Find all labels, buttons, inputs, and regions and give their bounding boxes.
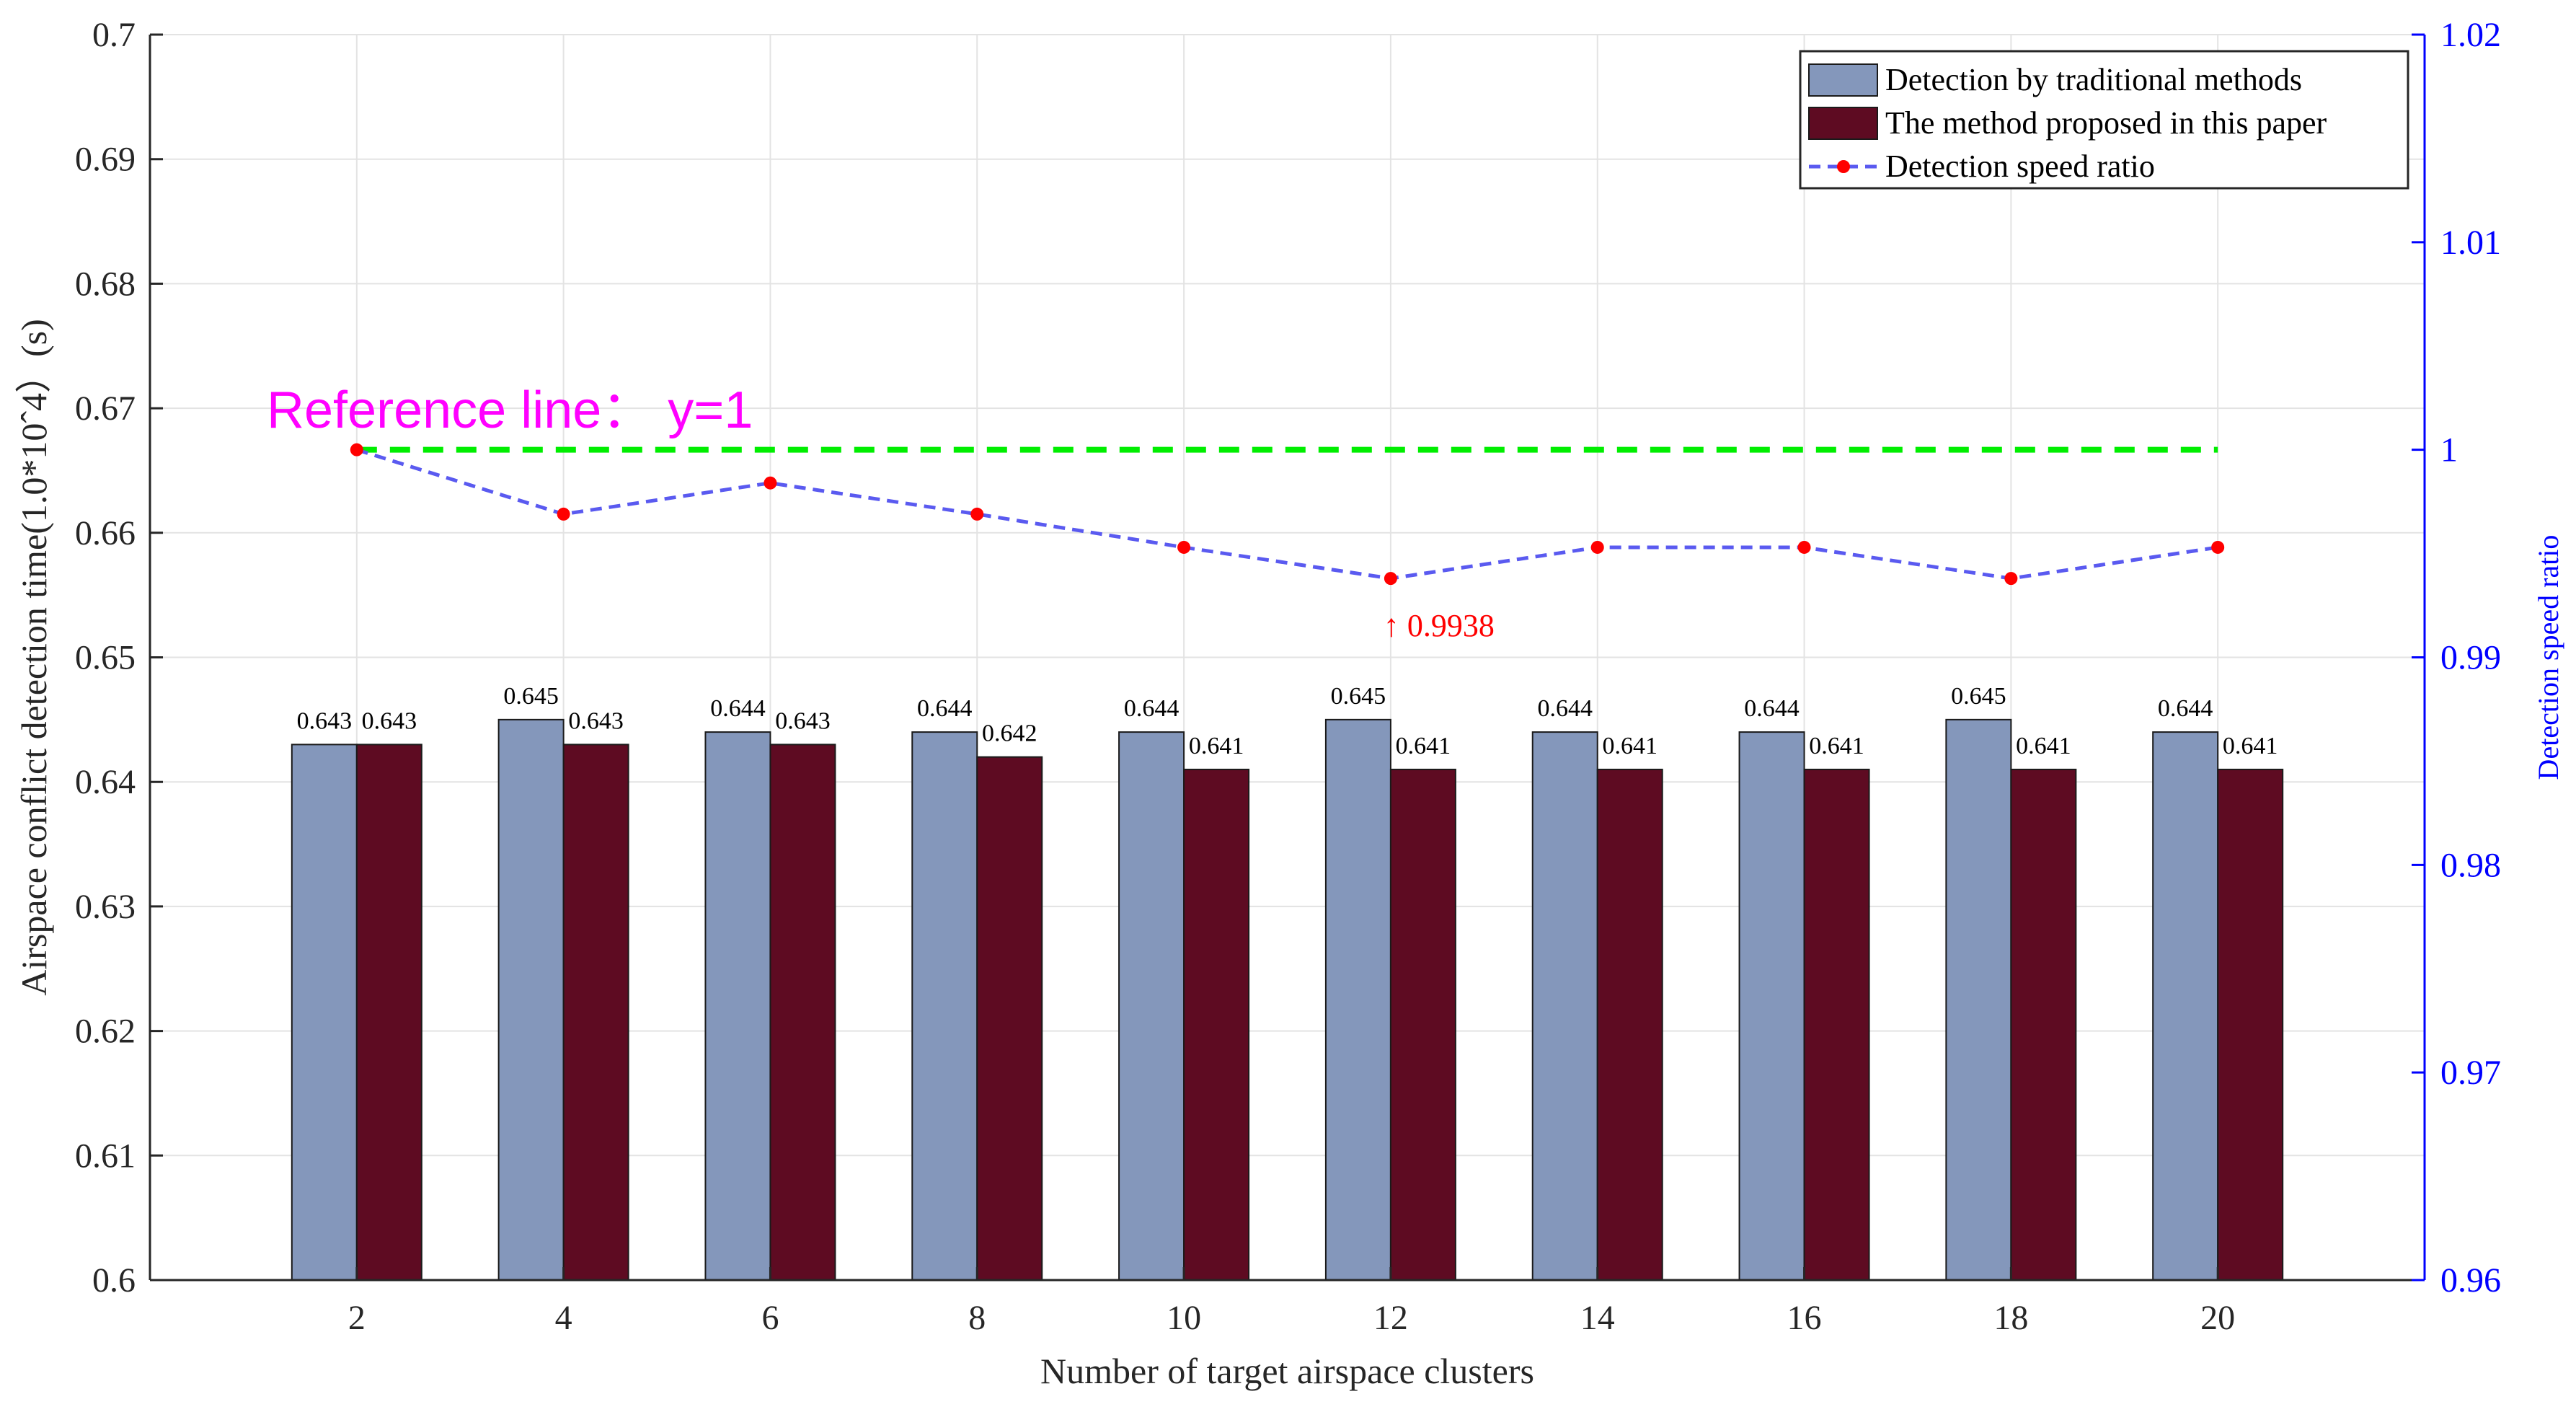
bar — [1738, 731, 1805, 1281]
x-tick-label: 8 — [968, 1299, 986, 1337]
bar — [2217, 768, 2284, 1282]
x-axis-title: Number of target airspace clusters — [1040, 1351, 1534, 1391]
bar-data-label: 0.644 — [710, 695, 766, 722]
bar-data-label: 0.644 — [1124, 695, 1179, 722]
bar-data-label: 0.644 — [2158, 695, 2213, 722]
bar — [2152, 731, 2219, 1281]
y-tick-label-right: 1.02 — [2440, 16, 2501, 54]
bar — [1389, 768, 1456, 1282]
y-tick-label-left: 0.66 — [75, 514, 136, 552]
bar — [1803, 768, 1870, 1282]
legend-label: Detection by traditional methods — [1885, 62, 2302, 97]
ratio-marker — [1797, 540, 1811, 554]
x-tick-label: 10 — [1167, 1299, 1201, 1337]
bar — [976, 756, 1043, 1282]
x-tick-label: 20 — [2200, 1299, 2235, 1337]
ratio-marker — [763, 476, 777, 490]
legend-swatch — [1808, 107, 1878, 140]
y-tick-label-left: 0.62 — [75, 1013, 136, 1051]
ratio-marker — [2211, 540, 2225, 554]
axes-group: 0.6 0.61 0.62 0.63 0.64 0.65 0.66 0.67 0.68 0.69 0… — [14, 16, 2564, 1391]
legend-label: Detection speed ratio — [1885, 149, 2155, 184]
y-tick-label-left: 0.68 — [75, 265, 136, 303]
bar-data-label: 0.643 — [568, 707, 624, 734]
ratio-marker — [1177, 540, 1191, 554]
bar-data-label: 0.641 — [1396, 733, 1451, 759]
bar — [704, 731, 771, 1281]
bar-data-label: 0.644 — [1744, 695, 1800, 722]
bar-data-label: 0.643 — [775, 707, 831, 734]
y-tick-label-left: 0.67 — [75, 389, 136, 428]
bar — [1531, 731, 1598, 1281]
y-tick-label-left: 0.61 — [75, 1137, 136, 1175]
y-axis-title-left: Airspace conflict detection time(1.0*10ˆ… — [14, 319, 54, 996]
bar — [1183, 768, 1250, 1282]
y-tick-label-left: 0.69 — [75, 141, 136, 179]
x-tick-label: 16 — [1787, 1299, 1822, 1337]
legend-label: The method proposed in this paper — [1885, 105, 2327, 141]
x-tick-label: 18 — [1993, 1299, 2028, 1337]
bar — [911, 731, 978, 1281]
reference-line-label: Reference line： y=1 — [267, 381, 753, 439]
legend-swatch — [1808, 63, 1878, 97]
ratio-marker — [1590, 540, 1604, 554]
bar-data-label: 0.645 — [1331, 683, 1386, 710]
bar — [2010, 768, 2077, 1282]
y-tick-label-right: 1 — [2440, 431, 2458, 469]
bar-data-label: 0.641 — [2016, 733, 2071, 759]
bar-series-group — [291, 718, 2284, 1282]
legend-marker-sample — [1837, 160, 1850, 173]
ratio-marker — [2004, 572, 2018, 586]
x-tick-label: 14 — [1580, 1299, 1615, 1337]
x-tick-label: 2 — [348, 1299, 366, 1337]
bar — [497, 718, 565, 1281]
bar — [562, 744, 629, 1281]
bar-data-label: 0.641 — [1189, 733, 1244, 759]
bar-data-label: 0.643 — [297, 707, 353, 734]
ratio-line — [356, 448, 2218, 581]
y-tick-label-left: 0.65 — [75, 639, 136, 677]
ratio-marker — [557, 507, 570, 521]
x-tick-label: 6 — [761, 1299, 779, 1337]
bar — [1945, 718, 2012, 1281]
bar — [1596, 768, 1663, 1282]
bar-data-label: 0.644 — [1537, 695, 1593, 722]
bar-data-label: 0.641 — [1809, 733, 1864, 759]
ratio-line-group: ↑ 0.9938 — [350, 443, 2225, 643]
reference-line-group: Reference line： y=1 — [267, 381, 2218, 453]
bar-data-label: 0.642 — [982, 720, 1037, 747]
y-tick-label-left: 0.6 — [92, 1261, 136, 1300]
bar-data-label: 0.645 — [1951, 683, 2006, 710]
bar — [355, 744, 422, 1281]
x-tick-label: 12 — [1373, 1299, 1408, 1337]
bar-data-label: 0.645 — [503, 683, 559, 710]
y-tick-label-right: 0.98 — [2440, 846, 2501, 884]
ratio-marker — [350, 443, 363, 456]
bar-data-label: 0.643 — [362, 707, 417, 734]
bar-label-group: 0.643 0.645 0.644 0.644 0.644 0.645 0.644 0.644… — [297, 683, 2278, 759]
x-tick-label: 4 — [555, 1299, 572, 1337]
legend: Detection by traditional methods The meth… — [1799, 50, 2409, 190]
min-annotation: ↑ 0.9938 — [1384, 608, 1495, 643]
bar-data-label: 0.641 — [2223, 733, 2278, 759]
bar — [769, 744, 836, 1281]
y-tick-label-left: 0.63 — [75, 888, 136, 926]
y-tick-label-left: 0.7 — [92, 16, 136, 54]
bar-data-label: 0.641 — [1602, 733, 1657, 759]
ratio-marker — [970, 507, 984, 521]
bar — [291, 744, 358, 1281]
y-axis-title-right: Detection speed ratio — [2532, 535, 2564, 780]
bar — [1118, 731, 1185, 1281]
y-tick-label-right: 0.99 — [2440, 639, 2501, 677]
ratio-marker — [1384, 572, 1397, 586]
legend-box — [1799, 50, 2409, 190]
y-tick-label-right: 0.96 — [2440, 1261, 2501, 1300]
bar-data-label: 0.644 — [917, 695, 973, 722]
y-tick-label-right: 1.01 — [2440, 224, 2501, 262]
bar — [1324, 718, 1391, 1281]
y-tick-label-left: 0.64 — [75, 763, 136, 801]
y-tick-label-right: 0.97 — [2440, 1054, 2501, 1092]
